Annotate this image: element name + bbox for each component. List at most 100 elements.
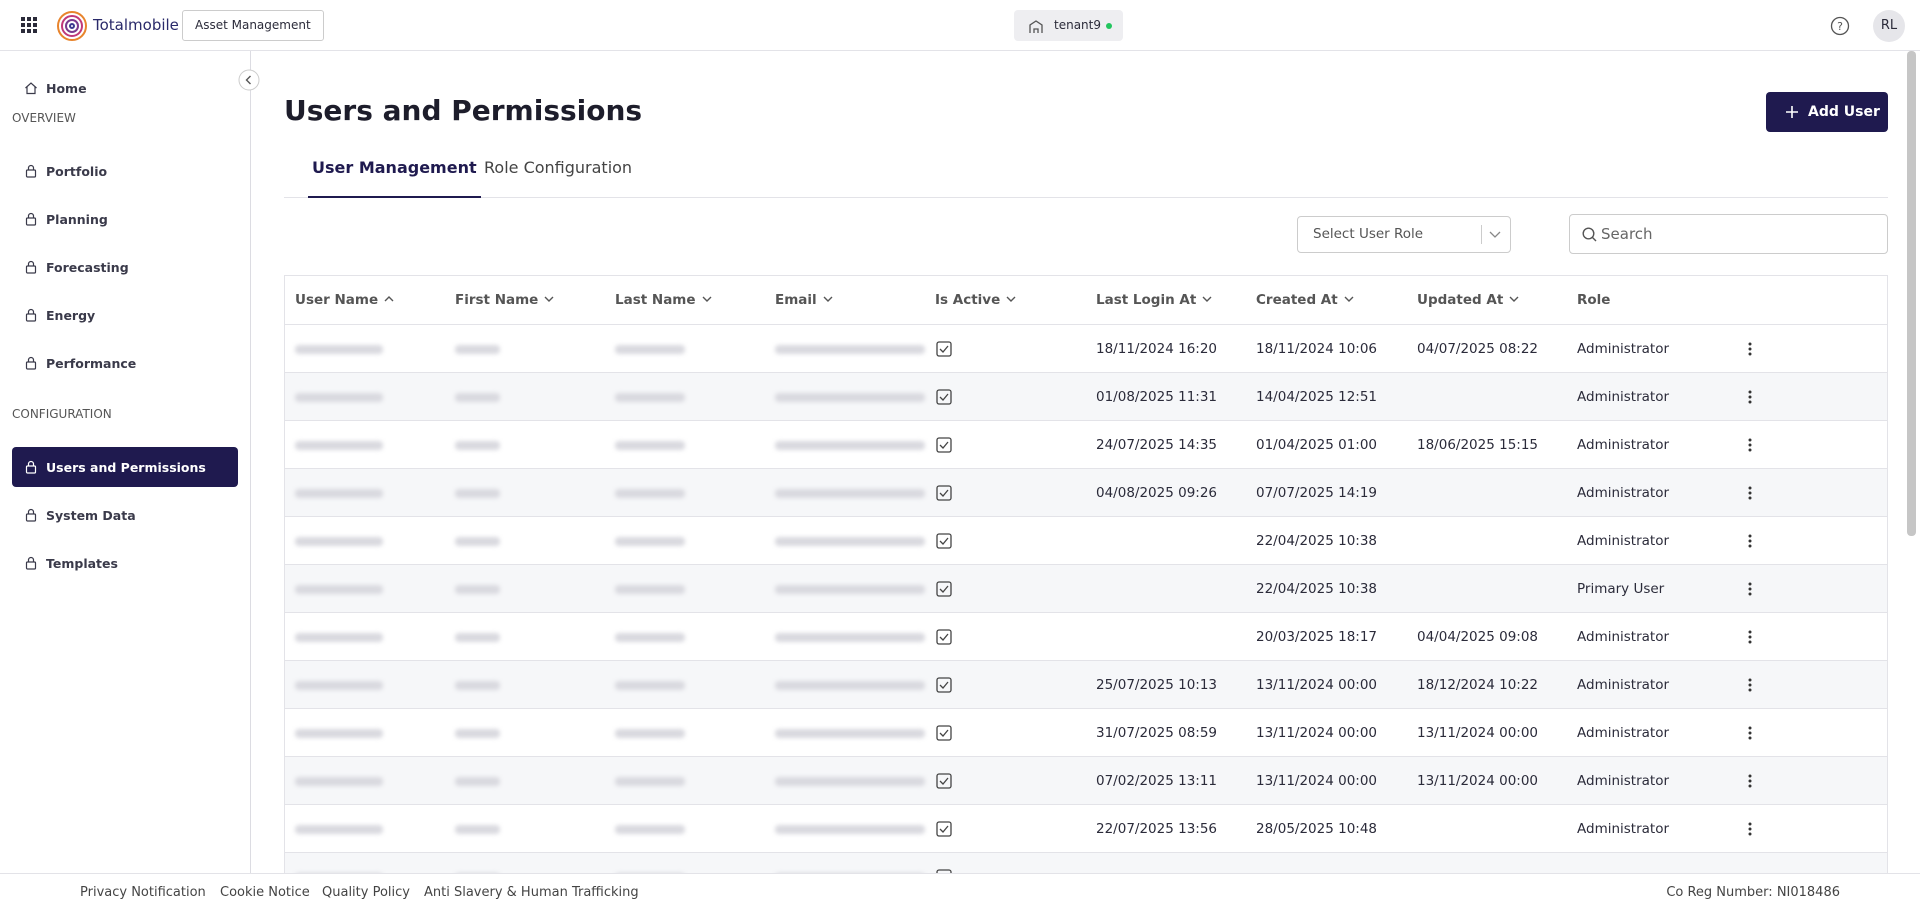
active-checkbox[interactable] [936, 341, 952, 357]
app-name: Totalmobile [93, 16, 179, 34]
footer-link[interactable]: Quality Policy [322, 885, 410, 900]
active-checkbox[interactable] [936, 677, 952, 693]
redacted-cell [615, 633, 685, 642]
tab[interactable]: User Management [308, 150, 481, 198]
column-header[interactable]: Updated At [1417, 276, 1520, 325]
collapse-button[interactable] [238, 69, 260, 91]
table-row[interactable]: 04/08/2025 09:26 07/07/2025 14:19 Administ… [285, 469, 1887, 517]
module-badge[interactable]: Asset Management [182, 10, 324, 41]
column-header[interactable]: User Name [295, 276, 395, 325]
row-menu[interactable] [1747, 581, 1753, 597]
help-icon[interactable]: ? [1830, 16, 1850, 36]
users-table: User Name First Name Last Name Email Is Acti… [284, 275, 1888, 873]
nav-item[interactable]: Home [12, 68, 238, 108]
column-header[interactable]: Last Name [615, 276, 713, 325]
redacted-cell [295, 393, 383, 402]
redacted-cell [295, 441, 383, 450]
active-checkbox[interactable] [936, 389, 952, 405]
row-menu[interactable] [1747, 725, 1753, 741]
nav-label: Energy [46, 307, 96, 323]
table-row[interactable]: 25/07/2025 10:13 13/11/2024 00:00 18/12/20… [285, 661, 1887, 709]
active-checkbox[interactable] [936, 821, 952, 837]
table-row[interactable]: 07/02/2025 13:11 13/11/2024 00:00 13/11/20… [285, 757, 1887, 805]
active-checkbox[interactable] [936, 725, 952, 741]
row-menu[interactable] [1747, 677, 1753, 693]
active-checkbox[interactable] [936, 581, 952, 597]
table-row[interactable]: 22/04/2025 10:38 Primary User [285, 565, 1887, 613]
column-label: Last Login At [1096, 292, 1197, 308]
table-cell: 04/04/2025 09:08 [1417, 629, 1539, 645]
table-cell: 31/07/2025 08:59 [1096, 725, 1218, 741]
table-cell: Administrator [1577, 437, 1670, 453]
building-icon [1029, 20, 1043, 33]
table-cell: 07/07/2025 14:19 [1256, 485, 1378, 501]
row-menu[interactable] [1747, 341, 1753, 357]
table-row[interactable]: 31/07/2025 08:59 13/11/2024 00:00 13/11/20… [285, 709, 1887, 757]
active-checkbox[interactable] [936, 437, 952, 453]
row-menu[interactable] [1747, 485, 1753, 501]
redacted-cell [615, 345, 685, 354]
nav-item[interactable]: System Data [12, 495, 238, 535]
nav-label: Templates [46, 555, 118, 571]
row-menu[interactable] [1747, 773, 1753, 789]
footer-link[interactable]: Anti Slavery & Human Trafficking [424, 885, 639, 900]
redacted-cell [295, 345, 383, 354]
column-header[interactable]: Last Login At [1096, 276, 1213, 325]
table-cell: 28/05/2025 10:48 [1256, 821, 1378, 837]
footer-link[interactable]: Cookie Notice [220, 885, 310, 900]
nav-item[interactable]: Planning [12, 199, 238, 239]
status-dot [1106, 23, 1112, 29]
row-menu[interactable] [1747, 389, 1753, 405]
avatar[interactable]: RL [1873, 10, 1905, 42]
tenant-chip[interactable]: tenant9 [1014, 10, 1123, 41]
active-checkbox[interactable] [936, 773, 952, 789]
table-row[interactable]: 01/08/2025 11:31 14/04/2025 12:51 Administ… [285, 373, 1887, 421]
search-box[interactable]: Search [1569, 214, 1888, 254]
column-header[interactable]: Created At [1256, 276, 1355, 325]
nav-item[interactable]: Energy [12, 295, 238, 335]
tab[interactable]: Role Configuration [484, 158, 633, 177]
redacted-cell [615, 537, 685, 546]
active-checkbox[interactable] [936, 485, 952, 501]
redacted-cell [775, 537, 925, 546]
nav-item[interactable]: Forecasting [12, 247, 238, 287]
redacted-cell [455, 393, 500, 402]
table-row[interactable]: 22/04/2025 10:38 Administrator [285, 517, 1887, 565]
row-menu[interactable] [1747, 629, 1753, 645]
nav-item[interactable]: Performance [12, 343, 238, 383]
footer-link[interactable]: Privacy Notification [80, 885, 206, 900]
redacted-cell [455, 585, 500, 594]
row-menu[interactable] [1747, 533, 1753, 549]
active-checkbox[interactable] [936, 869, 952, 873]
table-row[interactable]: 20/03/2025 18:17 04/04/2025 09:08 Administ… [285, 613, 1887, 661]
column-header[interactable]: Is Active [935, 276, 1017, 325]
nav-item[interactable]: Portfolio [12, 151, 238, 191]
scrollbar[interactable] [1907, 51, 1916, 536]
column-header[interactable]: First Name [455, 276, 555, 325]
redacted-cell [615, 729, 685, 738]
apps-icon[interactable] [21, 17, 37, 33]
row-menu[interactable] [1747, 821, 1753, 837]
nav-item[interactable]: Templates [12, 543, 238, 583]
redacted-cell [775, 825, 925, 834]
redacted-cell [775, 585, 925, 594]
nav-label: Portfolio [46, 163, 108, 179]
redacted-cell [775, 681, 925, 690]
redacted-cell [615, 825, 685, 834]
table-row[interactable]: 24/07/2025 14:35 01/04/2025 01:00 18/06/20… [285, 421, 1887, 469]
tabs: User Management Role Configuration [284, 150, 1888, 198]
active-checkbox[interactable] [936, 533, 952, 549]
table-row[interactable]: 18/11/2024 16:20 18/11/2024 10:06 04/07/20… [285, 325, 1887, 373]
table-row[interactable]: 22/07/2025 13:56 28/05/2025 10:48 Administ… [285, 805, 1887, 853]
redacted-cell [295, 585, 383, 594]
section-title: OVERVIEW [12, 111, 76, 125]
table-cell: 13/11/2024 00:00 [1256, 677, 1378, 693]
column-header[interactable]: Email [775, 276, 834, 325]
row-menu[interactable] [1747, 437, 1753, 453]
role-filter[interactable]: Select User Role [1297, 216, 1511, 253]
add-user-button[interactable]: Add User [1766, 92, 1888, 132]
active-checkbox[interactable] [936, 629, 952, 645]
nav-item[interactable]: Users and Permissions [12, 447, 238, 487]
column-label: Email [775, 292, 817, 308]
table-row [285, 853, 1887, 873]
